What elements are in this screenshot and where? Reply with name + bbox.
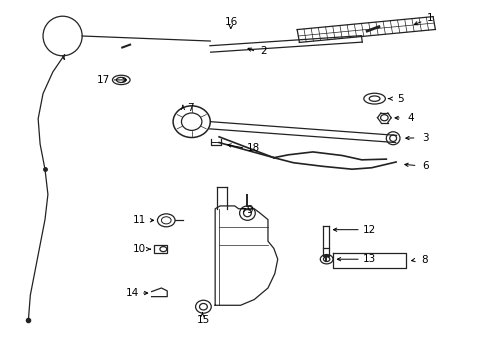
Text: 10: 10 [133, 244, 146, 254]
Text: 2: 2 [260, 46, 267, 56]
Text: 14: 14 [125, 288, 139, 298]
Text: 11: 11 [133, 215, 146, 225]
Text: 16: 16 [224, 17, 238, 27]
Text: 6: 6 [421, 161, 428, 171]
Text: 8: 8 [420, 255, 427, 265]
Text: 15: 15 [196, 315, 210, 325]
Bar [153, 245, 167, 253]
Text: 7: 7 [187, 103, 194, 113]
Text: 12: 12 [362, 225, 376, 235]
Text: 5: 5 [397, 94, 404, 104]
Text: 1: 1 [426, 13, 433, 23]
Text: 18: 18 [246, 143, 260, 153]
Text: 17: 17 [97, 75, 110, 85]
Text: 4: 4 [407, 113, 413, 123]
Text: 13: 13 [362, 254, 376, 264]
Text: 3: 3 [421, 132, 428, 143]
Text: 9: 9 [245, 204, 252, 215]
